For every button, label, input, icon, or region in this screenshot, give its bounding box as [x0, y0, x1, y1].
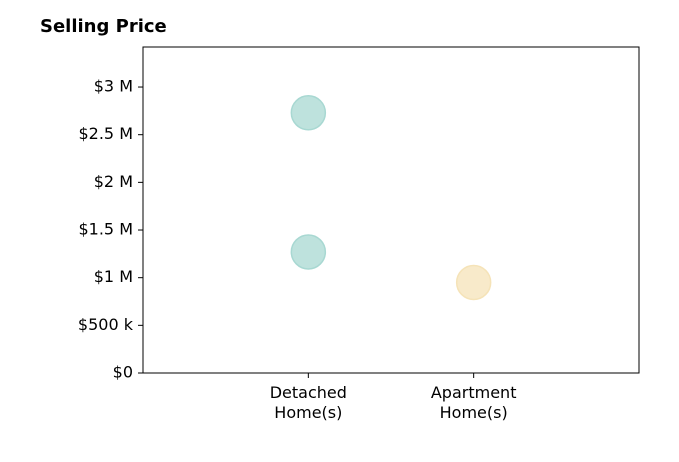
y-tick-label-6: $3 M [94, 77, 133, 96]
x-tick-label-0: Detached Home(s) [270, 383, 347, 422]
data-point-1 [290, 234, 327, 270]
y-tick-label-0: $0 [113, 363, 133, 382]
data-point-2 [455, 264, 492, 301]
y-tick-label-3: $1.5 M [78, 220, 133, 239]
y-tick-label-4: $2 M [94, 172, 133, 191]
points-layer [290, 95, 492, 301]
chart-title: Selling Price [40, 16, 167, 37]
y-axis: $0 $500 k $1 M $1.5 M $2 M $2.5 M $3 M [78, 77, 143, 382]
y-tick-label-5: $2.5 M [78, 124, 133, 143]
plot-frame [142, 46, 640, 374]
x-tick-label-1: Apartment Home(s) [431, 383, 517, 422]
y-tick-label-1: $500 k [78, 315, 134, 334]
y-tick-label-2: $1 M [94, 267, 133, 286]
x-axis: Detached Home(s) Apartment Home(s) [270, 373, 517, 422]
data-point-0 [290, 95, 327, 131]
